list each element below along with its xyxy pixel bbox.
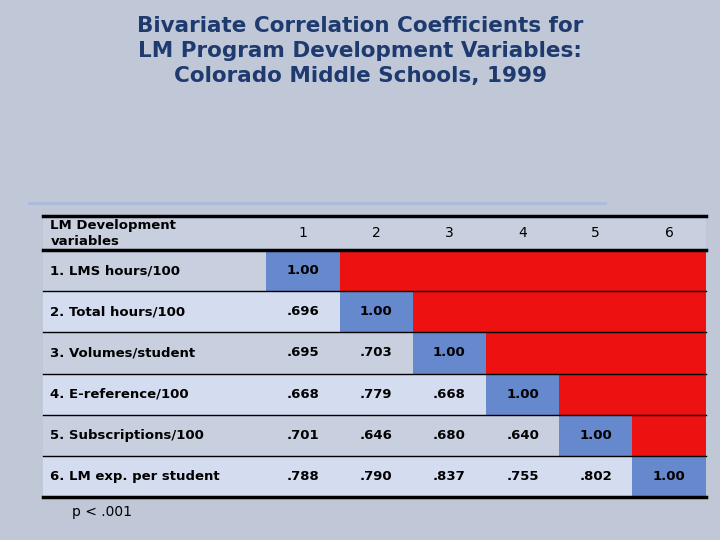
Bar [43,415,706,456]
Text: 1.00: 1.00 [580,429,612,442]
Text: Bivariate Correlation Coefficients for
LM Program Development Variables:
Colorad: Bivariate Correlation Coefficients for L… [137,16,583,86]
Text: .695: .695 [287,347,319,360]
Text: .668: .668 [287,388,320,401]
Text: 2. Total hours/100: 2. Total hours/100 [50,306,186,319]
Text: 1.00: 1.00 [287,264,320,278]
Text: 1. LMS hours/100: 1. LMS hours/100 [50,264,181,278]
Text: 4. E-reference/100: 4. E-reference/100 [50,388,189,401]
Text: .802: .802 [580,470,612,483]
Bar [632,250,706,292]
Bar [486,250,559,292]
Text: 2: 2 [372,226,381,240]
Bar [43,292,706,333]
Bar [559,292,632,333]
Bar [340,292,413,333]
Text: .755: .755 [506,470,539,483]
Bar [632,456,706,497]
Text: 4: 4 [518,226,527,240]
Bar [43,456,706,497]
Bar [559,333,632,374]
Bar [43,216,706,497]
Bar [340,250,413,292]
Bar [43,250,706,292]
Text: .788: .788 [287,470,320,483]
Text: .696: .696 [287,306,320,319]
Text: .640: .640 [506,429,539,442]
Bar [413,333,486,374]
Bar [486,374,559,415]
Text: 3. Volumes/student: 3. Volumes/student [50,347,196,360]
Bar [632,333,706,374]
Text: .703: .703 [360,347,392,360]
Text: 1.00: 1.00 [360,306,392,319]
Text: .779: .779 [360,388,392,401]
Text: 6. LM exp. per student: 6. LM exp. per student [50,470,220,483]
Text: 6: 6 [665,226,673,240]
Bar [413,292,486,333]
Text: .646: .646 [360,429,392,442]
Text: 1.00: 1.00 [652,470,685,483]
Text: 5. Subscriptions/100: 5. Subscriptions/100 [50,429,204,442]
Text: .701: .701 [287,429,319,442]
Bar [486,333,559,374]
Bar [559,415,632,456]
Text: 1.00: 1.00 [506,388,539,401]
Text: .837: .837 [433,470,466,483]
Text: 3: 3 [445,226,454,240]
Bar [632,415,706,456]
Text: .680: .680 [433,429,466,442]
Bar [559,374,632,415]
Text: .668: .668 [433,388,466,401]
Bar [43,374,706,415]
Bar [266,250,340,292]
Bar [43,333,706,374]
Bar [632,374,706,415]
Bar [486,292,559,333]
Text: p < .001: p < .001 [72,505,132,519]
Text: LM Development
variables: LM Development variables [50,219,176,248]
Text: .790: .790 [360,470,392,483]
Text: 5: 5 [591,226,600,240]
Text: 1.00: 1.00 [433,347,466,360]
Text: 1: 1 [299,226,307,240]
Bar [559,250,632,292]
Bar [413,250,486,292]
Bar [632,292,706,333]
